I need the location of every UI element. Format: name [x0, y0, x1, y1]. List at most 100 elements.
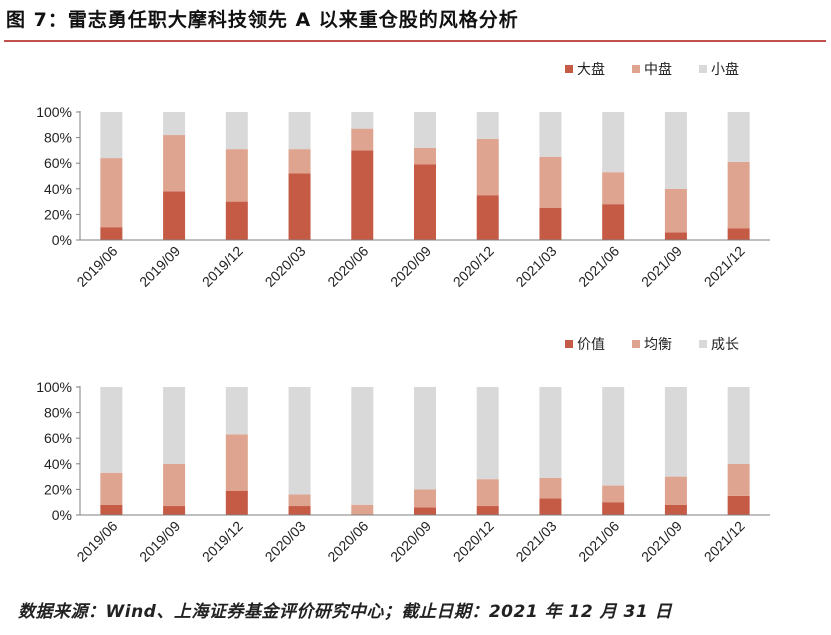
- x-tick-label: 2020/09: [387, 243, 434, 290]
- x-tick-label: 2020/12: [450, 518, 497, 565]
- bar-segment-均衡-2020/03: [288, 494, 311, 507]
- x-tick-label: 2021/06: [575, 518, 622, 565]
- bar-segment-大盘-2021/06: [602, 204, 625, 240]
- bar-segment-小盘-2020/03: [288, 112, 311, 150]
- bar-segment-价值-2020/09: [414, 507, 436, 515]
- y-tick-label: 60%: [44, 430, 72, 446]
- x-tick-label: 2019/09: [136, 518, 183, 565]
- y-tick-label: 100%: [36, 379, 72, 395]
- legend-swatch: [632, 340, 640, 348]
- x-tick-label: 2019/06: [73, 518, 120, 565]
- bar-segment-大盘-2021/12: [727, 228, 750, 240]
- y-tick-label: 0%: [52, 232, 72, 248]
- legend-swatch: [632, 65, 640, 73]
- bar-segment-小盘-2020/06: [351, 112, 374, 129]
- x-tick-label: 2021/12: [701, 518, 748, 565]
- x-tick-label: 2020/06: [324, 243, 371, 290]
- x-tick-label: 2019/12: [199, 518, 246, 565]
- x-tick-label: 2021/09: [638, 518, 685, 565]
- bar-segment-大盘-2019/12: [225, 201, 248, 240]
- bar-segment-小盘-2019/06: [100, 112, 123, 159]
- x-tick-label: 2019/09: [136, 243, 183, 290]
- figure-title: 图 7：雷志勇任职大摩科技领先 A 以来重仓股的风格分析: [6, 9, 519, 31]
- bar-segment-均衡-2021/06: [602, 485, 625, 503]
- x-tick-label: 2021/03: [512, 518, 559, 565]
- bar-segment-均衡-2020/06: [351, 504, 374, 515]
- y-tick-label: 20%: [44, 481, 72, 497]
- bar-segment-成长-2021/06: [602, 387, 625, 486]
- bar-segment-小盘-2021/12: [727, 112, 750, 162]
- x-tick-label: 2020/06: [324, 518, 371, 565]
- bar-segment-大盘-2020/06: [351, 150, 374, 240]
- bar-segment-小盘-2019/09: [163, 112, 186, 136]
- bar-segment-中盘-2021/03: [539, 156, 562, 208]
- x-tick-label: 2019/12: [199, 243, 246, 290]
- bar-segment-成长-2020/12: [476, 387, 499, 480]
- y-tick-label: 20%: [44, 206, 72, 222]
- legend-label: 大盘: [577, 61, 605, 78]
- bar-segment-小盘-2019/12: [225, 112, 248, 150]
- bar-segment-均衡-2021/09: [664, 476, 687, 505]
- bar-segment-中盘-2021/12: [727, 161, 750, 229]
- legend-label: 价值: [577, 337, 605, 353]
- bar-segment-均衡-2020/09: [414, 489, 436, 508]
- x-tick-label: 2021/06: [575, 243, 622, 290]
- y-tick-label: 40%: [44, 456, 72, 472]
- bar-segment-价值-2020/12: [476, 506, 499, 515]
- bar-segment-大盘-2020/03: [288, 173, 311, 240]
- legend-swatch: [565, 340, 573, 348]
- bar-segment-价值-2021/12: [727, 495, 750, 515]
- x-tick-label: 2021/03: [512, 243, 559, 290]
- legend-label: 中盘: [644, 61, 672, 78]
- bar-segment-大盘-2021/03: [539, 208, 562, 240]
- bar-segment-成长-2020/09: [414, 387, 436, 490]
- y-tick-label: 80%: [44, 405, 72, 421]
- y-tick-label: 100%: [36, 104, 72, 120]
- x-tick-label: 2020/03: [262, 243, 309, 290]
- bar-segment-均衡-2021/12: [727, 463, 750, 496]
- x-tick-label: 2020/09: [387, 518, 434, 565]
- legend-label: 小盘: [711, 61, 739, 78]
- title-rule: [4, 40, 826, 42]
- bar-segment-小盘-2021/09: [664, 112, 687, 189]
- x-tick-label: 2021/09: [638, 243, 685, 290]
- legend-swatch: [699, 340, 707, 348]
- chart-size-style: 0% 20% 40% 60% 80% 100% 2019/06 2019/09 2019/12 2…: [36, 61, 770, 290]
- bar-segment-中盘-2020/06: [351, 128, 374, 151]
- source-footer: 数据来源：Wind、上海证券基金评价研究中心；截止日期：2021 年 12 月 …: [18, 602, 673, 622]
- legend-label: 均衡: [644, 337, 672, 353]
- bar-segment-大盘-2020/09: [414, 164, 436, 240]
- y-tick-label: 40%: [44, 181, 72, 197]
- bar-segment-均衡-2019/06: [100, 472, 123, 505]
- bar-segment-价值-2021/03: [539, 498, 562, 515]
- bar-segment-中盘-2021/09: [664, 188, 687, 233]
- bar-segment-价值-2019/09: [163, 506, 186, 515]
- y-tick-label: 60%: [44, 155, 72, 171]
- bar-segment-价值-2020/03: [288, 506, 311, 515]
- bar-segment-小盘-2021/06: [602, 112, 625, 173]
- bar-segment-大盘-2021/09: [664, 232, 687, 240]
- bar-segment-成长-2019/12: [225, 387, 248, 435]
- bar-segment-大盘-2019/06: [100, 227, 123, 240]
- bar-segment-小盘-2020/09: [414, 112, 436, 148]
- bar-segment-价值-2021/09: [664, 504, 687, 515]
- bar-segment-小盘-2021/03: [539, 112, 562, 157]
- chart-value-growth-style: 0% 20% 40% 60% 80% 100% 2019/06 2019/09 2019/12 2…: [36, 337, 770, 565]
- x-tick-label: 2019/06: [73, 243, 120, 290]
- x-tick-label: 2020/03: [262, 518, 309, 565]
- bar-segment-小盘-2020/12: [476, 112, 499, 139]
- x-tick-label: 2020/12: [450, 243, 497, 290]
- bar-segment-中盘-2019/06: [100, 158, 123, 228]
- legend-swatch: [565, 65, 573, 73]
- bar-segment-成长-2021/09: [664, 387, 687, 477]
- bar-segment-成长-2020/06: [351, 387, 374, 505]
- bar-segment-大盘-2019/09: [163, 191, 186, 240]
- bar-segment-均衡-2020/12: [476, 479, 499, 507]
- bar-segment-成长-2019/06: [100, 387, 123, 473]
- y-tick-label: 80%: [44, 130, 72, 146]
- y-tick-label: 0%: [52, 507, 72, 523]
- legend-label: 成长: [711, 337, 739, 353]
- bar-segment-中盘-2020/03: [288, 149, 311, 174]
- bar-segment-中盘-2020/12: [476, 138, 499, 196]
